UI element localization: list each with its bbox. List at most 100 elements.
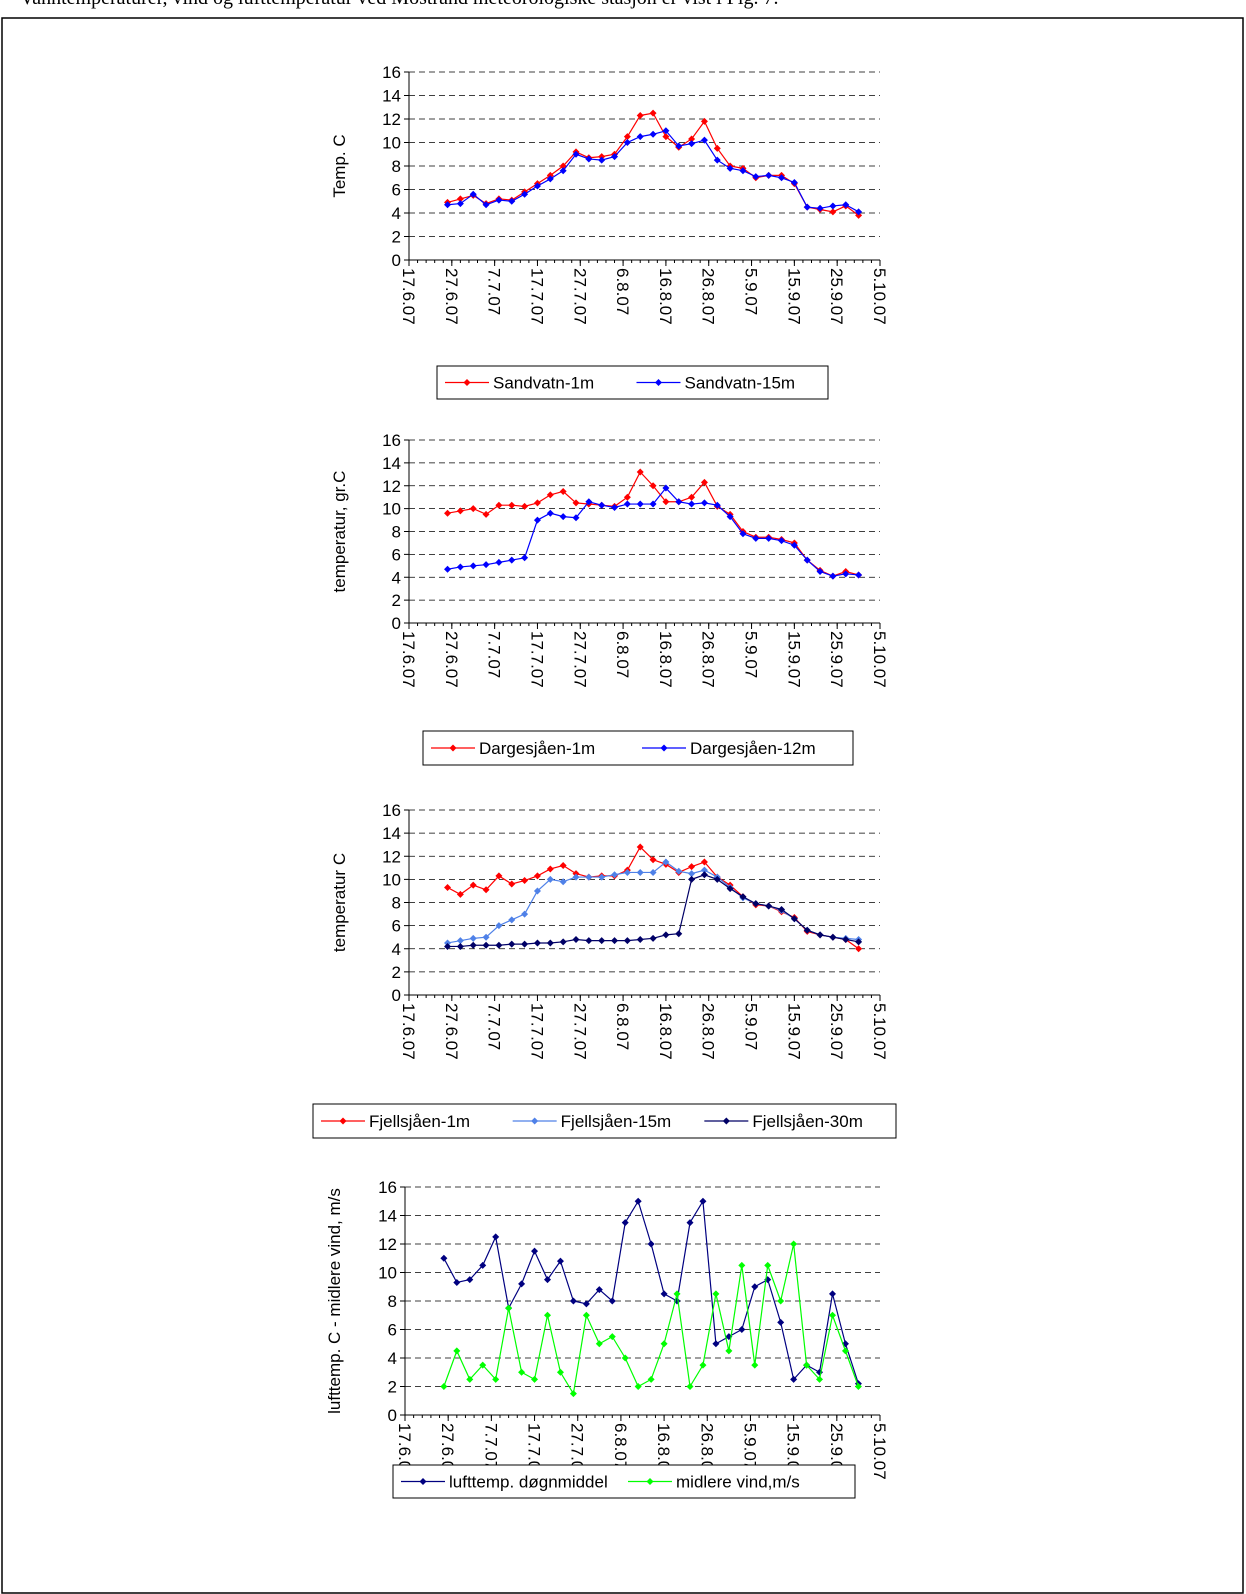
- point: [660, 1340, 668, 1348]
- point: [582, 1300, 590, 1308]
- point: [647, 1375, 655, 1383]
- legend-box: [422, 730, 854, 766]
- point: [649, 130, 657, 138]
- point: [636, 868, 644, 876]
- point: [623, 868, 631, 876]
- y-tick-label: 2: [392, 963, 401, 982]
- point: [699, 1197, 707, 1205]
- point: [739, 530, 747, 538]
- point: [559, 513, 567, 521]
- y-tick-label: 2: [392, 591, 401, 610]
- point: [440, 1383, 448, 1390]
- point: [713, 144, 721, 152]
- point: [508, 197, 516, 205]
- point: [790, 915, 798, 923]
- x-tick-label: 7.7.07: [481, 1423, 500, 1470]
- x-tick-label: 17.7.07: [527, 631, 546, 688]
- point: [521, 190, 529, 198]
- point: [790, 1375, 798, 1383]
- x-tick-label: 25.9.07: [827, 631, 846, 688]
- y-tick-label: 12: [382, 477, 401, 496]
- x-tick-label: 7.7.07: [485, 1003, 504, 1050]
- point: [712, 1340, 720, 1348]
- x-tick-label: 27.7.07: [570, 1003, 589, 1060]
- legend-label: lufttemp. døgnmiddel: [449, 1473, 608, 1492]
- point: [453, 1278, 461, 1286]
- y-tick-label: 10: [382, 134, 401, 153]
- point: [546, 939, 554, 947]
- point: [816, 931, 824, 939]
- point: [598, 156, 606, 164]
- point: [569, 1297, 577, 1305]
- x-tick-label: 5.10.07: [870, 268, 889, 325]
- point: [518, 1280, 526, 1288]
- point: [634, 1383, 642, 1390]
- point: [456, 942, 464, 950]
- legend-box: [436, 365, 829, 400]
- x-tick-label: 15.9.07: [784, 1003, 803, 1060]
- y-axis-title: Temp. C: [330, 134, 349, 197]
- point: [790, 541, 798, 549]
- x-tick-label: 25.9.07: [827, 268, 846, 325]
- x-tick-label: 7.7.07: [485, 631, 504, 678]
- point: [688, 493, 696, 501]
- point: [634, 1197, 642, 1205]
- point: [713, 501, 721, 509]
- point: [623, 139, 631, 146]
- point: [816, 568, 824, 576]
- legend-marker: [660, 744, 668, 752]
- x-tick-label: 26.8.07: [699, 268, 718, 325]
- y-axis-title: temperatur C: [330, 853, 349, 952]
- point: [649, 934, 657, 942]
- point: [546, 491, 554, 499]
- x-tick-label: 16.8.07: [656, 631, 675, 688]
- point: [611, 153, 619, 161]
- point: [495, 501, 503, 509]
- x-tick-label: 25.9.07: [827, 1003, 846, 1060]
- point: [598, 153, 606, 161]
- point: [713, 875, 721, 883]
- point: [700, 858, 708, 866]
- point: [803, 926, 811, 934]
- point: [829, 1290, 836, 1298]
- point: [636, 468, 644, 476]
- x-tick-label: 16.8.07: [656, 268, 675, 325]
- point: [585, 873, 593, 881]
- point: [598, 501, 606, 509]
- y-tick-label: 0: [392, 251, 401, 270]
- legend-marker: [449, 744, 457, 752]
- point: [636, 936, 644, 943]
- legend-label: Fjellsjåen-15m: [561, 1112, 672, 1131]
- point: [621, 1354, 629, 1362]
- point: [469, 562, 477, 570]
- point: [482, 941, 490, 949]
- point: [559, 487, 567, 495]
- point: [688, 863, 696, 871]
- point: [508, 501, 516, 509]
- point: [829, 933, 837, 941]
- point: [611, 871, 619, 879]
- point: [829, 208, 837, 216]
- caption: Vanntemperaturer, vind og lufttemperatur…: [20, 0, 778, 9]
- y-tick-label: 12: [382, 847, 401, 866]
- point: [855, 945, 863, 953]
- x-tick-label: 17.6.07: [399, 631, 418, 688]
- point: [492, 1233, 500, 1241]
- x-tick-label: 17.7.07: [527, 1003, 546, 1060]
- legend-marker: [463, 379, 471, 386]
- y-tick-label: 12: [378, 1235, 397, 1254]
- point: [533, 872, 541, 880]
- legend-label: Fjellsjåen-1m: [369, 1112, 470, 1131]
- point: [444, 883, 452, 891]
- legend-marker: [722, 1117, 730, 1125]
- point: [585, 498, 593, 506]
- point: [855, 211, 863, 219]
- legend-label: Sandvatn-15m: [685, 374, 796, 393]
- point: [790, 178, 798, 186]
- point: [608, 1297, 616, 1305]
- point: [456, 563, 464, 571]
- y-tick-label: 6: [392, 181, 401, 200]
- point: [456, 937, 464, 945]
- legend-label: Fjellsjåen-30m: [752, 1112, 863, 1131]
- point: [456, 195, 464, 203]
